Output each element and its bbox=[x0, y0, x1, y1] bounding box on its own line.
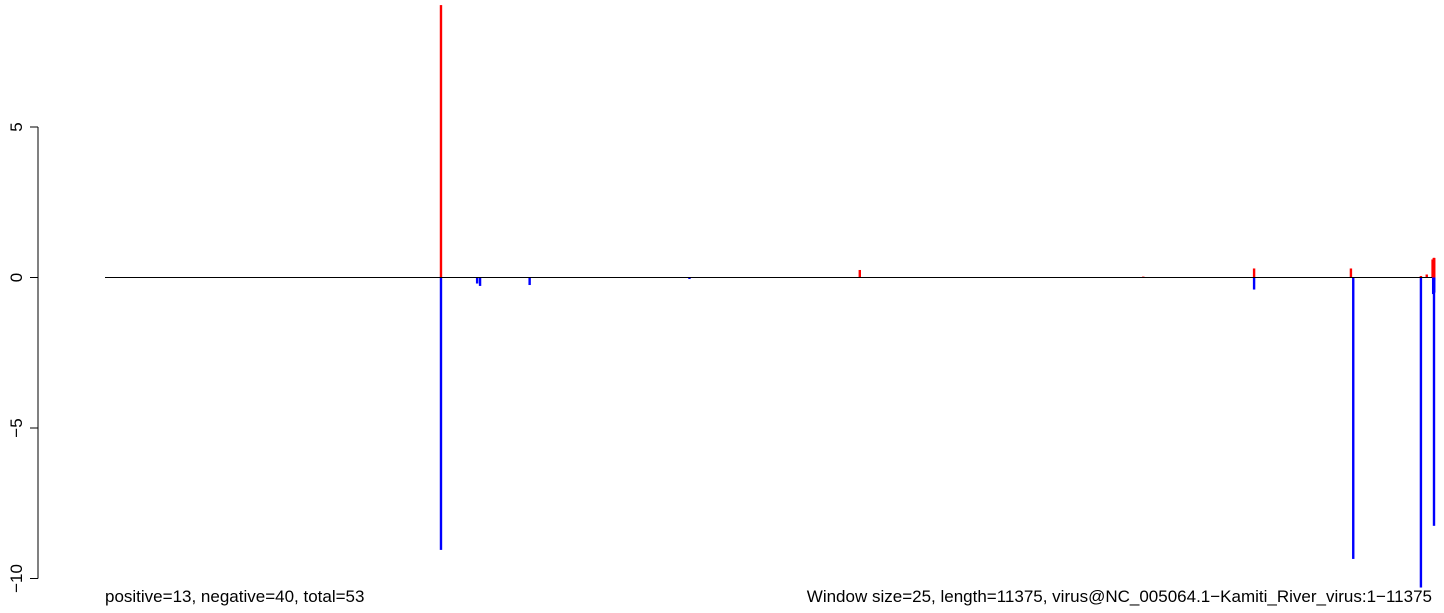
positive-bar bbox=[439, 5, 443, 278]
window-annotation: Window size=25, length=11375, virus@NC_0… bbox=[807, 587, 1432, 606]
negative-bar bbox=[475, 277, 479, 284]
positive-bar bbox=[1425, 274, 1428, 278]
negative-bar bbox=[1432, 277, 1436, 293]
negative-bar bbox=[439, 277, 443, 550]
y-tick-label: −5 bbox=[7, 418, 26, 437]
negative-bar bbox=[1419, 277, 1423, 588]
bars bbox=[439, 5, 1436, 588]
negative-bar bbox=[1352, 277, 1355, 559]
negative-bar bbox=[478, 277, 482, 286]
negative-bar bbox=[528, 277, 531, 286]
negative-bar bbox=[688, 277, 691, 279]
positive-bar bbox=[1419, 276, 1423, 278]
negative-bar bbox=[1432, 277, 1436, 526]
y-axis: −10 −5 0 5 bbox=[7, 122, 39, 593]
positive-bar bbox=[858, 269, 861, 278]
y-tick-label: 0 bbox=[7, 273, 26, 282]
positive-bar bbox=[1252, 268, 1256, 278]
summary-annotation: positive=13, negative=40, total=53 bbox=[105, 587, 364, 606]
positive-bar bbox=[1432, 257, 1436, 278]
negative-bar bbox=[1252, 277, 1256, 290]
y-tick-label: 5 bbox=[7, 122, 26, 131]
y-tick-label: −10 bbox=[7, 564, 26, 593]
positive-bar bbox=[1431, 259, 1434, 278]
positive-bar bbox=[1349, 268, 1353, 278]
